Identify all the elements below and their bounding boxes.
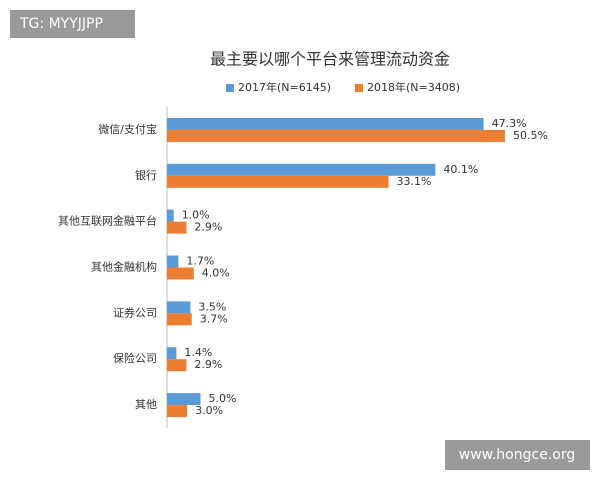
value-label: 1.7%	[186, 255, 214, 268]
value-label: 2.9%	[194, 358, 222, 371]
value-label: 40.1%	[443, 163, 478, 176]
y-tick-label: 银行	[135, 168, 157, 182]
bar	[167, 313, 192, 326]
value-label: 1.4%	[184, 346, 212, 359]
legend-swatch	[226, 84, 234, 92]
value-label: 3.5%	[198, 300, 226, 313]
bar	[167, 405, 188, 418]
bar	[167, 255, 179, 268]
value-label: 33.1%	[397, 175, 432, 188]
bar	[167, 393, 201, 406]
bar	[167, 175, 389, 188]
tag-text: TG: MYYJJPP	[19, 16, 103, 32]
value-label: 2.9%	[194, 221, 222, 234]
value-label: 5.0%	[208, 392, 236, 405]
site-text: www.hongce.org	[459, 447, 575, 463]
value-label: 3.7%	[200, 312, 228, 325]
bar	[167, 129, 505, 142]
bar	[167, 209, 174, 222]
value-label: 1.0%	[182, 209, 210, 222]
bar	[167, 359, 187, 372]
bar	[167, 301, 191, 314]
bar	[167, 267, 194, 280]
y-tick-label: 其他	[135, 398, 157, 411]
legend-swatch	[355, 84, 363, 92]
y-tick-label: 微信/支付宝	[98, 122, 157, 136]
legend-label: 2018年(N=3408)	[367, 80, 460, 94]
bar	[167, 163, 436, 176]
site-box	[445, 440, 590, 470]
y-tick-label: 其他金融机构	[91, 260, 157, 274]
bar	[167, 117, 484, 130]
y-tick-label: 证券公司	[113, 305, 157, 319]
legend-label: 2017年(N=6145)	[238, 80, 331, 94]
value-label: 3.0%	[195, 404, 223, 417]
value-label: 50.5%	[513, 129, 548, 142]
y-tick-label: 其他互联网金融平台	[58, 214, 157, 228]
value-label: 47.3%	[492, 117, 527, 130]
tag-box	[10, 10, 135, 38]
value-label: 4.0%	[202, 267, 230, 280]
bar	[167, 221, 187, 234]
y-tick-label: 保险公司	[113, 351, 157, 365]
bar	[167, 347, 177, 360]
chart-title: 最主要以哪个平台来管理流动资金	[210, 50, 450, 69]
